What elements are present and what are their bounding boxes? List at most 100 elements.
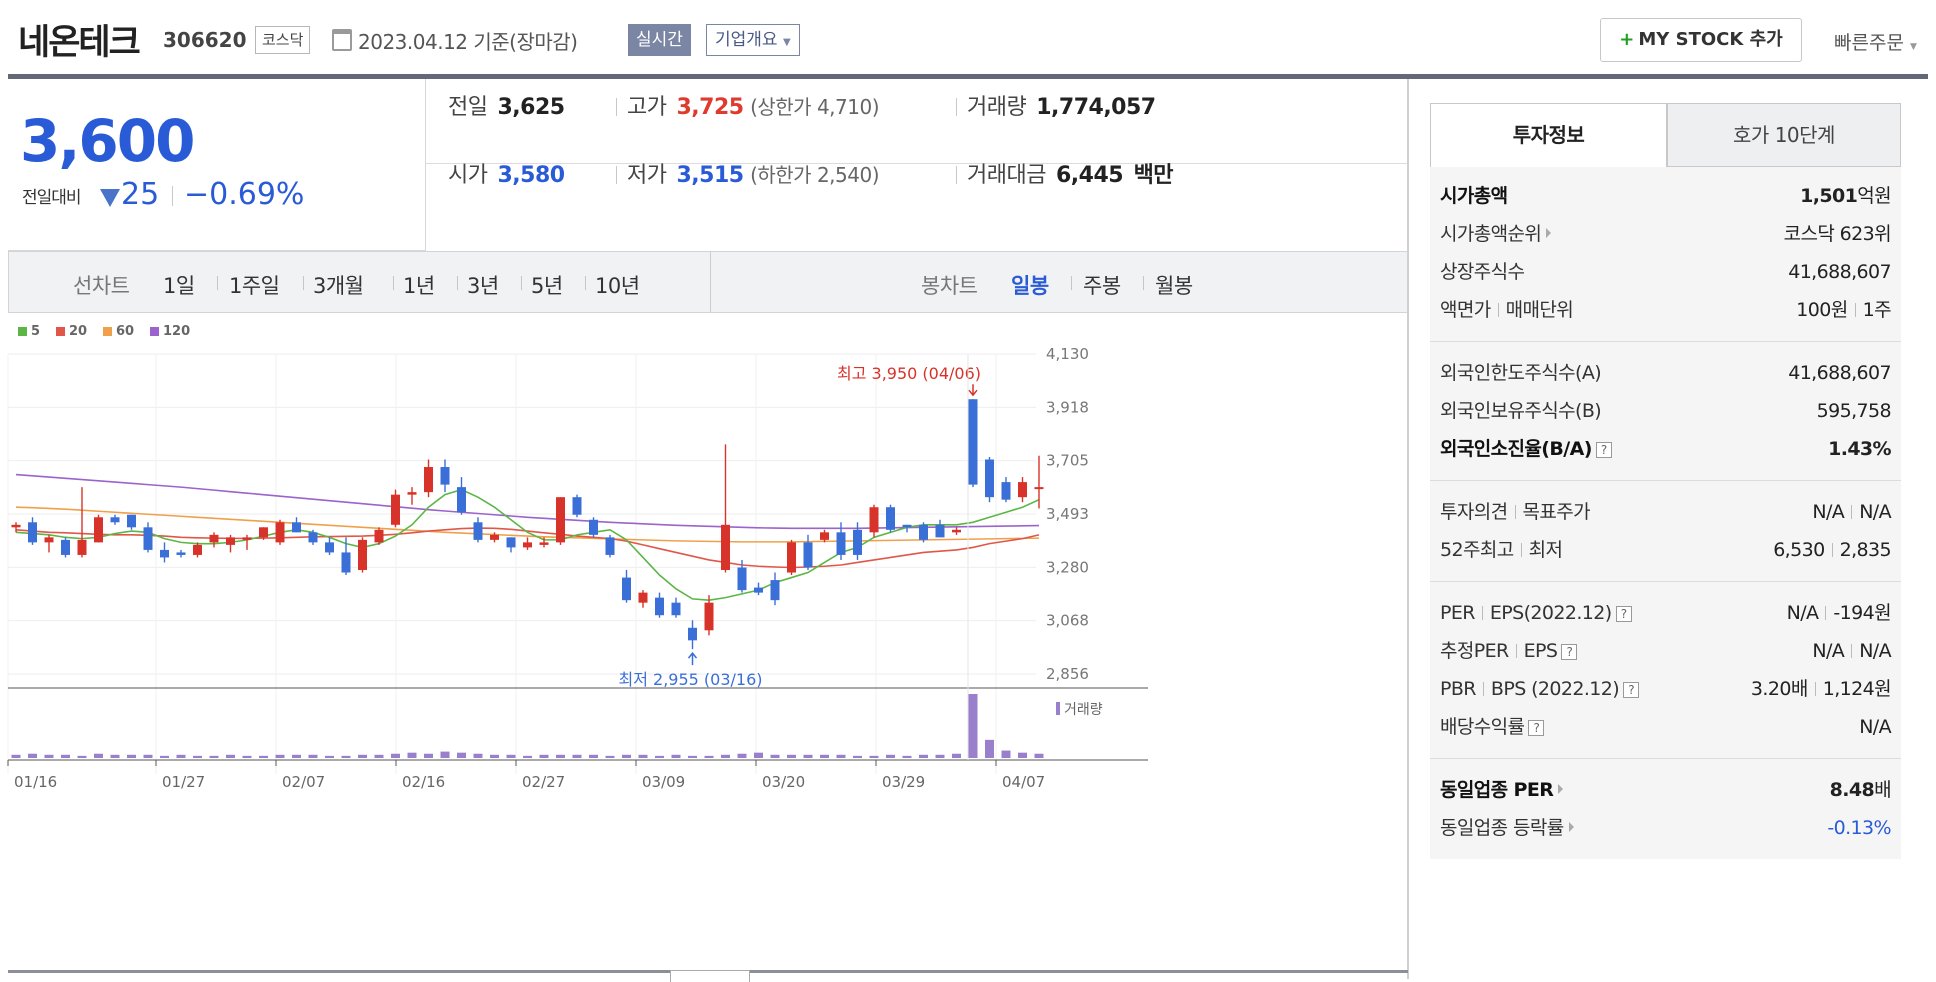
candle-body	[655, 597, 664, 616]
info-key: 투자의견 목표주가	[1440, 493, 1591, 531]
info-value: 1,501억원	[1800, 177, 1891, 215]
period-1y[interactable]: 1년	[403, 274, 435, 298]
divider	[1825, 606, 1827, 620]
info-key: PBR BPS (2022.12)?	[1440, 670, 1640, 708]
candle-body	[61, 539, 70, 555]
tab-investment-info[interactable]: 투자정보	[1430, 103, 1667, 167]
period-1d[interactable]: 1일	[163, 274, 195, 298]
info-value: 코스닥 623위	[1784, 215, 1892, 253]
price-chart[interactable]: 4,130 3,918 3,705 3,493 3,280 3,068 2,856 최고 3,…	[7, 316, 1408, 946]
help-icon[interactable]: ?	[1528, 720, 1545, 736]
x-tick-label: 02/27	[522, 773, 565, 791]
chart-resize-handle[interactable]	[670, 970, 750, 982]
volume-bar	[325, 755, 334, 758]
candle-body	[886, 507, 895, 530]
info-value-unit: 배	[1874, 779, 1891, 801]
divider	[426, 163, 1408, 164]
info-value-number: 41,688,607	[1788, 362, 1891, 384]
realtime-button[interactable]: 실시간	[628, 24, 691, 56]
corp-info-dropdown[interactable]: 기업개요 ▼	[706, 24, 800, 56]
divider	[1831, 543, 1833, 557]
volume-bar	[259, 755, 268, 758]
legend: 5 20 60 120	[18, 324, 190, 339]
info-key[interactable]: 시가총액순위	[1440, 215, 1552, 253]
info-value-number: 2,835	[1839, 539, 1892, 561]
help-icon[interactable]: ?	[1623, 682, 1640, 698]
candle-body	[787, 542, 796, 573]
period-1w[interactable]: 1주일	[229, 274, 280, 298]
volume-bar	[127, 754, 136, 758]
candle-body	[176, 552, 186, 555]
x-tick-label: 03/09	[642, 773, 685, 791]
candle-body	[11, 524, 21, 528]
period-daily[interactable]: 일봉	[1011, 274, 1049, 298]
candle-body	[226, 537, 235, 545]
period-weekly[interactable]: 주봉	[1083, 274, 1121, 298]
tab-order-book[interactable]: 호가 10단계	[1667, 103, 1901, 167]
volume-bar	[952, 753, 961, 758]
info-value-number: N/A	[1812, 501, 1845, 523]
divider	[1851, 505, 1853, 519]
candle-body	[94, 517, 103, 543]
help-icon[interactable]: ?	[1561, 644, 1578, 660]
volume-bar	[110, 754, 120, 758]
info-row: 추정PER EPS? N/A N/A	[1440, 632, 1892, 670]
candle-body	[490, 534, 499, 540]
volume-bar	[935, 754, 945, 758]
volume-bar	[473, 753, 483, 758]
candle-body	[919, 524, 928, 540]
info-value-number: -194원	[1833, 602, 1891, 624]
stock-name: 네온테크	[18, 23, 141, 63]
divider	[1514, 505, 1516, 519]
help-icon[interactable]: ?	[1595, 442, 1612, 458]
divider	[217, 276, 218, 290]
info-value-number: N/A	[1859, 501, 1891, 523]
panel-tabs: 투자정보 호가 10단계	[1430, 103, 1922, 167]
candle-body	[391, 494, 400, 525]
period-3y[interactable]: 3년	[467, 274, 499, 298]
period-monthly[interactable]: 월봉	[1155, 274, 1193, 298]
quick-order-dropdown[interactable]: 빠른주문 ▼	[1834, 28, 1917, 55]
volume-bar	[1018, 752, 1027, 758]
info-value-number: 595,758	[1816, 400, 1892, 422]
volume-bar	[770, 754, 780, 758]
volume-bar	[1001, 750, 1011, 758]
open-price: 시가 3,580	[448, 157, 565, 189]
low-value: 3,515	[676, 163, 744, 188]
add-my-stock-button[interactable]: + MY STOCK 추가	[1600, 18, 1802, 62]
volume-bar	[61, 754, 70, 758]
divider	[710, 252, 711, 312]
info-key-label: 투자의견	[1440, 501, 1508, 523]
candle-body	[1001, 482, 1011, 500]
divider	[1515, 644, 1517, 658]
low-annotation: 최저 2,955 (03/16)	[618, 670, 762, 689]
info-value: 100원 1주	[1796, 291, 1891, 329]
legend-label: 5	[31, 324, 40, 339]
candle-body	[308, 532, 318, 543]
volume-bar	[457, 752, 466, 758]
info-key[interactable]: 동일업종 등락률	[1440, 809, 1574, 847]
price-info-table: 전일 3,625 고가 3,725 (상한가 4,710) 거래량 1,774,057…	[426, 79, 1408, 251]
info-key-label: 액면가	[1440, 299, 1491, 321]
help-icon[interactable]: ?	[1615, 606, 1632, 622]
period-5y[interactable]: 5년	[531, 274, 563, 298]
candle-body	[28, 522, 37, 543]
period-10y[interactable]: 10년	[595, 274, 640, 298]
info-key[interactable]: 동일업종 PER	[1440, 771, 1564, 809]
candlestick-chart[interactable]: 4,130 3,918 3,705 3,493 3,280 3,068 2,856 최고 3,…	[7, 312, 1408, 942]
info-key-label: 목표주가	[1522, 501, 1591, 523]
x-tick-label: 02/16	[402, 773, 445, 791]
info-row: 시가총액순위 코스닥 623위	[1440, 215, 1892, 253]
candle-body	[770, 580, 780, 601]
divider	[956, 166, 957, 184]
period-3m[interactable]: 3개월	[313, 274, 364, 298]
divider	[1071, 276, 1072, 290]
candle-body	[193, 544, 202, 555]
prev-close-value: 3,625	[497, 95, 565, 120]
candle-body	[935, 524, 945, 538]
info-row: 투자의견 목표주가 N/A N/A	[1440, 493, 1892, 531]
volume-bar	[193, 755, 202, 758]
info-key-label: 외국인보유주식수(B)	[1440, 400, 1602, 422]
divider	[1407, 79, 1409, 979]
volume-bar	[622, 754, 631, 758]
